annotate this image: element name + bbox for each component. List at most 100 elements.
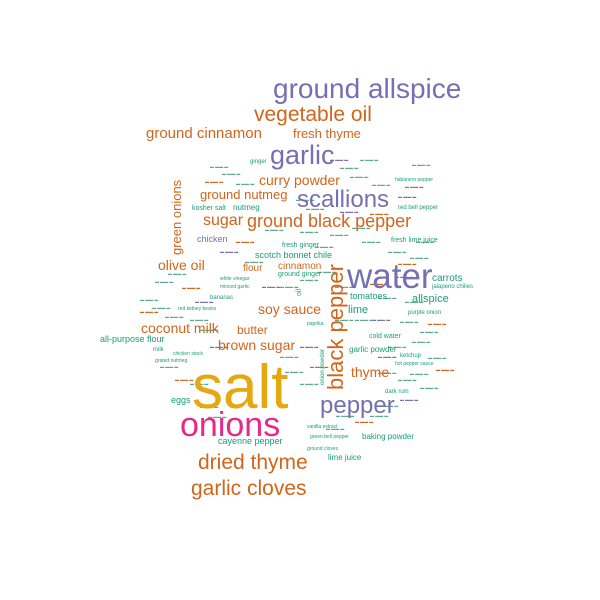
tiny-word-mark: ▬ ▬▬ ▬	[420, 385, 439, 390]
word-hot-pepper-sauce: hot pepper sauce	[395, 361, 434, 367]
tiny-word-mark: ▬ ▬▬ ▬	[370, 211, 389, 216]
tiny-word-mark: ▬ ▬▬ ▬	[190, 381, 209, 386]
tiny-word-mark: ▬ ▬▬ ▬	[405, 299, 424, 304]
word-coconut-milk: coconut milk	[141, 320, 219, 336]
word-tomatoes: tomatoes	[350, 291, 388, 301]
tiny-word-mark: ▬ ▬▬ ▬	[310, 364, 329, 369]
tiny-word-mark: ▬ ▬▬ ▬	[140, 309, 159, 314]
tiny-word-mark: ▬ ▬▬ ▬	[350, 174, 369, 179]
tiny-word-mark: ▬ ▬▬ ▬	[355, 317, 374, 322]
word-red-bell-pepper: red bell pepper	[398, 205, 439, 211]
word-brown-sugar: brown sugar	[218, 337, 296, 353]
word-onions: onions	[180, 406, 281, 444]
word-salt: salt	[192, 353, 289, 422]
tiny-word-mark: ▬ ▬▬ ▬	[355, 419, 374, 424]
tiny-word-mark: ▬ ▬▬ ▬	[285, 369, 304, 374]
word-vegetable-oil: vegetable oil	[254, 103, 372, 126]
tiny-word-mark: ▬ ▬▬ ▬	[335, 317, 354, 322]
tiny-word-mark: ▬ ▬▬ ▬	[210, 344, 229, 349]
word-olive-oil: olive oil	[158, 257, 205, 273]
tiny-word-mark: ▬ ▬▬ ▬	[388, 249, 407, 254]
tiny-word-mark: ▬ ▬▬ ▬	[190, 317, 209, 322]
tiny-word-mark: ▬ ▬▬ ▬	[428, 321, 447, 326]
word-pepper: pepper	[320, 392, 395, 419]
word-black-pepper: black pepper	[323, 264, 348, 390]
word-ground-nutmeg: ground nutmeg	[200, 187, 288, 202]
tiny-word-mark: ▬ ▬▬ ▬	[335, 284, 354, 289]
tiny-word-mark: ▬ ▬▬ ▬	[245, 259, 264, 264]
word-garlic: garlic	[270, 140, 335, 170]
word-dried-thyme: dried thyme	[198, 451, 308, 474]
word-thyme: thyme	[351, 364, 390, 380]
tiny-word-mark: ▬ ▬▬ ▬	[428, 355, 447, 360]
word-white-vinegar: white vinegar	[220, 276, 250, 282]
word-minced-garlic: minced garlic	[220, 284, 250, 290]
word-fresh-thyme: fresh thyme	[293, 126, 361, 141]
word-paprika: paprika	[307, 321, 324, 327]
tiny-word-mark: ▬ ▬▬ ▬	[378, 370, 397, 375]
tiny-word-mark: ▬ ▬▬ ▬	[378, 295, 397, 300]
word-baking-powder: baking powder	[362, 432, 415, 441]
word-water: water	[347, 257, 433, 296]
word-scallions: scallions	[297, 186, 390, 213]
tiny-word-mark: ▬ ▬▬ ▬	[400, 319, 419, 324]
tiny-word-mark: ▬ ▬▬ ▬	[420, 329, 439, 334]
tiny-word-mark: ▬ ▬▬ ▬	[280, 354, 299, 359]
word-purple-onion: purple onion	[408, 310, 442, 316]
word-chicken-stock: chicken stock	[173, 351, 204, 357]
tiny-word-mark: ▬ ▬▬ ▬	[265, 227, 284, 232]
tiny-word-mark: ▬ ▬▬ ▬	[370, 281, 389, 286]
tiny-word-mark: ▬ ▬▬ ▬	[296, 197, 315, 202]
tiny-word-mark: ▬ ▬▬ ▬	[155, 279, 174, 284]
tiny-word-mark: ▬ ▬▬ ▬	[412, 339, 431, 344]
word-dark-rum: dark rum	[385, 389, 409, 395]
word-ground-ginger: ground ginger	[278, 271, 322, 278]
tiny-word-mark: ▬ ▬▬ ▬	[398, 261, 417, 266]
tiny-word-mark: ▬ ▬▬ ▬	[175, 377, 194, 382]
word-kosher-salt: kosher salt	[192, 205, 226, 212]
word-cinnamon: cinnamon	[278, 261, 322, 272]
word-ground-cinnamon: ground cinnamon	[146, 125, 262, 142]
tiny-word-mark: ▬ ▬▬ ▬	[326, 426, 345, 431]
word-cayenne-pepper: cayenne pepper	[218, 436, 283, 446]
tiny-word-mark: ▬ ▬▬ ▬	[315, 244, 334, 249]
tiny-word-mark: ▬ ▬▬ ▬	[360, 157, 379, 162]
tiny-word-mark: ▬ ▬▬ ▬	[395, 274, 414, 279]
word-vanilla-extract: vanilla extract	[307, 424, 338, 430]
tiny-word-mark: ▬ ▬▬ ▬	[195, 299, 214, 304]
word-fresh-lime-juice: fresh lime juice	[391, 237, 438, 244]
tiny-word-mark: ▬ ▬▬ ▬	[416, 239, 435, 244]
word-garlic-cloves: garlic cloves	[191, 477, 307, 500]
tiny-word-mark: ▬ ▬▬ ▬	[436, 367, 455, 372]
word-ground-allspice: ground allspice	[273, 73, 462, 104]
word-ground-cloves: ground cloves	[307, 446, 339, 452]
tiny-word-mark: ▬ ▬▬ ▬	[306, 206, 325, 211]
word-ketchup: ketchup	[400, 353, 422, 359]
word-habanero-pepper: habanero pepper	[395, 177, 434, 183]
word-sugar: sugar	[203, 212, 244, 229]
tiny-word-mark: ▬ ▬▬ ▬	[208, 414, 227, 419]
tiny-word-mark: ▬ ▬▬ ▬	[300, 344, 319, 349]
word-carrots: carrots	[432, 273, 463, 284]
word-garlic-powder: garlic powder	[349, 345, 397, 354]
word-flour: flour	[243, 263, 263, 274]
tiny-word-mark: ▬ ▬▬ ▬	[330, 232, 349, 237]
word-allspice: allspice	[412, 293, 449, 305]
tiny-word-mark: ▬ ▬▬ ▬	[410, 255, 429, 260]
word-bananas: bananas	[210, 295, 234, 301]
word-fresh-ginger: fresh ginger	[282, 242, 319, 249]
tiny-word-mark: ▬ ▬▬ ▬	[165, 314, 184, 319]
tiny-word-mark: ▬ ▬▬ ▬	[152, 305, 171, 310]
tiny-word-mark: ▬ ▬▬ ▬	[236, 181, 255, 186]
tiny-word-mark: ▬ ▬▬ ▬	[140, 297, 159, 302]
word-butter: butter	[237, 323, 268, 337]
tiny-word-mark: ▬ ▬▬ ▬	[405, 184, 424, 189]
word-soy-sauce: soy sauce	[258, 301, 322, 317]
tiny-word-mark: ▬ ▬▬ ▬	[168, 271, 187, 276]
tiny-word-mark: ▬ ▬▬ ▬	[352, 225, 371, 230]
tiny-word-mark: ▬ ▬▬ ▬	[388, 344, 407, 349]
tiny-word-mark: ▬ ▬▬ ▬	[200, 404, 219, 409]
word-green-onions: green onions	[169, 179, 184, 255]
tiny-word-mark: ▬ ▬▬ ▬	[220, 249, 239, 254]
